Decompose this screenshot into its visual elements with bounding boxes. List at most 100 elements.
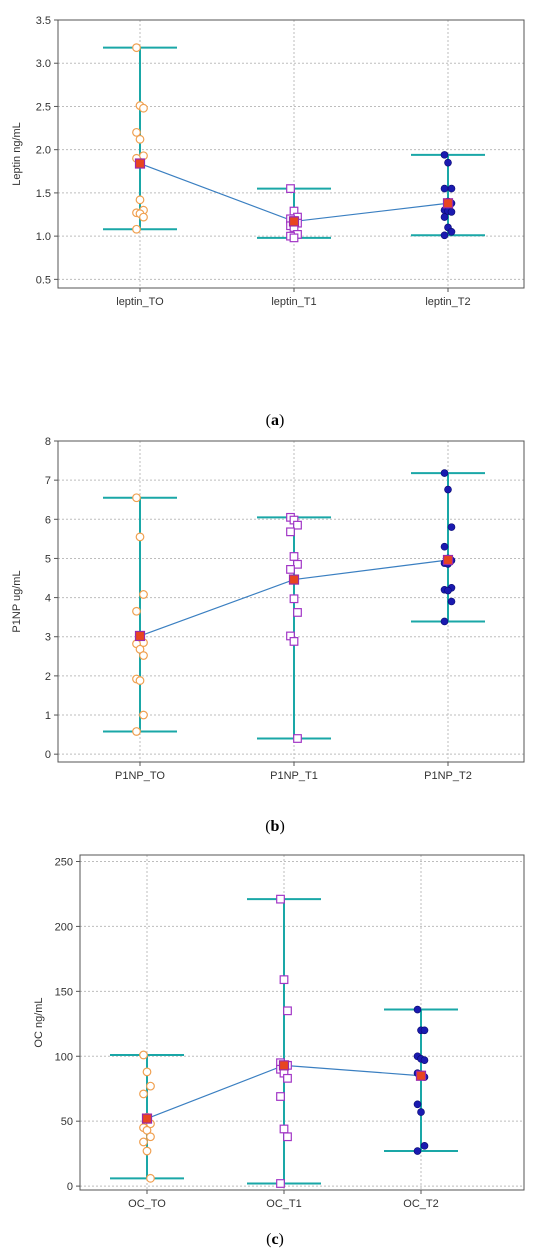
data-point bbox=[139, 212, 148, 222]
data-point bbox=[440, 542, 449, 551]
chart-panel-b: 0 1 2 3 4 5 6 7 8 P1NP_TO P1NP_T1 P1NP_T2 P1NP ug/mL… bbox=[11, 436, 525, 835]
data-point bbox=[139, 1050, 148, 1060]
data-point bbox=[132, 127, 141, 137]
data-point bbox=[135, 134, 145, 144]
panel-label: (b) bbox=[265, 818, 285, 835]
data-point bbox=[139, 1089, 148, 1099]
mean-marker bbox=[442, 198, 454, 209]
data-point bbox=[293, 559, 302, 569]
y-tick-label: 1.0 bbox=[36, 231, 51, 243]
data-point bbox=[440, 213, 449, 221]
y-tick-label: 0 bbox=[45, 749, 51, 761]
panel-label-open: ( bbox=[266, 1231, 271, 1248]
panel-label-close: ) bbox=[279, 818, 284, 835]
y-tick-label: 3 bbox=[45, 632, 51, 644]
data-point bbox=[142, 1146, 152, 1156]
mean-marker bbox=[288, 574, 300, 585]
data-point bbox=[444, 485, 452, 494]
x-tick-label: P1NP_TO bbox=[115, 770, 165, 782]
x-tick-label: OC_T2 bbox=[403, 1198, 438, 1210]
data-point bbox=[289, 637, 299, 646]
data-point bbox=[139, 651, 148, 660]
mean-marker bbox=[288, 216, 300, 227]
y-axis-label: Leptin ng/mL bbox=[11, 122, 23, 186]
data-point bbox=[440, 231, 449, 240]
y-tick-label: 150 bbox=[55, 986, 73, 998]
y-tick-label: 8 bbox=[45, 436, 51, 448]
y-tick-label: 3.0 bbox=[36, 58, 51, 70]
data-point bbox=[293, 734, 302, 743]
data-point bbox=[283, 1132, 292, 1142]
data-point bbox=[132, 493, 141, 503]
data-point bbox=[276, 1092, 285, 1101]
y-tick-label: 6 bbox=[45, 514, 51, 526]
data-point bbox=[289, 233, 299, 243]
y-tick-label: 7 bbox=[45, 475, 51, 487]
data-point bbox=[283, 1073, 292, 1083]
data-point bbox=[139, 590, 148, 599]
panel-label-close: ) bbox=[279, 412, 284, 429]
data-point bbox=[142, 1125, 152, 1135]
x-tick-label: leptin_T1 bbox=[271, 296, 316, 308]
data-point bbox=[440, 184, 449, 193]
mean-marker bbox=[278, 1060, 290, 1071]
mean-marker bbox=[442, 554, 454, 566]
data-point bbox=[286, 564, 295, 574]
data-point bbox=[132, 727, 141, 736]
data-point bbox=[279, 975, 289, 985]
data-point bbox=[286, 527, 295, 537]
data-point bbox=[146, 1173, 155, 1183]
data-point bbox=[135, 195, 145, 205]
data-point bbox=[132, 224, 141, 234]
data-point bbox=[440, 469, 449, 477]
data-point bbox=[447, 184, 456, 193]
mean-marker bbox=[415, 1070, 427, 1081]
data-point bbox=[413, 1147, 422, 1155]
chart-panel-a: 0.5 1.0 1.5 2.0 2.5 3.0 3.5 leptin_TO leptin_T1 l… bbox=[11, 15, 525, 429]
y-tick-label: 1 bbox=[45, 710, 51, 722]
y-tick-label: 2.0 bbox=[36, 145, 51, 157]
mean-marker bbox=[134, 158, 146, 169]
y-tick-label: 100 bbox=[55, 1051, 73, 1063]
y-tick-label: 2 bbox=[45, 671, 51, 683]
x-tick-label: leptin_TO bbox=[116, 296, 164, 308]
data-point bbox=[293, 520, 302, 530]
data-point bbox=[447, 228, 456, 236]
data-point bbox=[413, 1005, 422, 1014]
panel-label-open: ( bbox=[266, 412, 271, 429]
data-point bbox=[276, 894, 285, 904]
data-point bbox=[139, 103, 148, 113]
data-point bbox=[139, 1137, 148, 1147]
x-tick-label: leptin_T2 bbox=[425, 296, 470, 308]
data-point bbox=[276, 1179, 285, 1188]
data-point bbox=[132, 606, 141, 616]
data-point bbox=[279, 1124, 289, 1134]
plot-frame bbox=[79, 854, 525, 1191]
plot-frame bbox=[57, 440, 525, 763]
panel-label: (a) bbox=[266, 412, 285, 429]
data-point bbox=[293, 608, 302, 617]
x-tick-label: OC_T1 bbox=[266, 1198, 301, 1210]
data-point bbox=[447, 597, 456, 606]
panel-label-letter: a bbox=[271, 412, 279, 429]
data-point bbox=[132, 43, 141, 53]
data-point bbox=[420, 1056, 429, 1064]
plot-frame bbox=[57, 19, 525, 289]
y-tick-label: 3.5 bbox=[36, 15, 51, 27]
panel-label-close: ) bbox=[279, 1231, 284, 1248]
data-point bbox=[135, 532, 145, 542]
x-tick-label: P1NP_T2 bbox=[424, 770, 472, 782]
data-point bbox=[420, 1142, 429, 1150]
y-tick-label: 0.5 bbox=[36, 274, 51, 286]
data-point bbox=[444, 586, 452, 595]
y-tick-label: 200 bbox=[55, 921, 73, 933]
data-point bbox=[440, 617, 449, 626]
x-tick-label: OC_TO bbox=[128, 1198, 166, 1210]
y-axis-label: P1NP ug/mL bbox=[11, 570, 23, 632]
y-tick-label: 2.5 bbox=[36, 101, 51, 113]
data-point bbox=[440, 151, 449, 159]
mean-marker bbox=[134, 630, 146, 642]
chart-panel-c: 0 50 100 150 200 250 OC_TO OC_T1 OC_T2 OC ng/mL (c… bbox=[33, 854, 525, 1248]
data-point bbox=[444, 158, 452, 167]
